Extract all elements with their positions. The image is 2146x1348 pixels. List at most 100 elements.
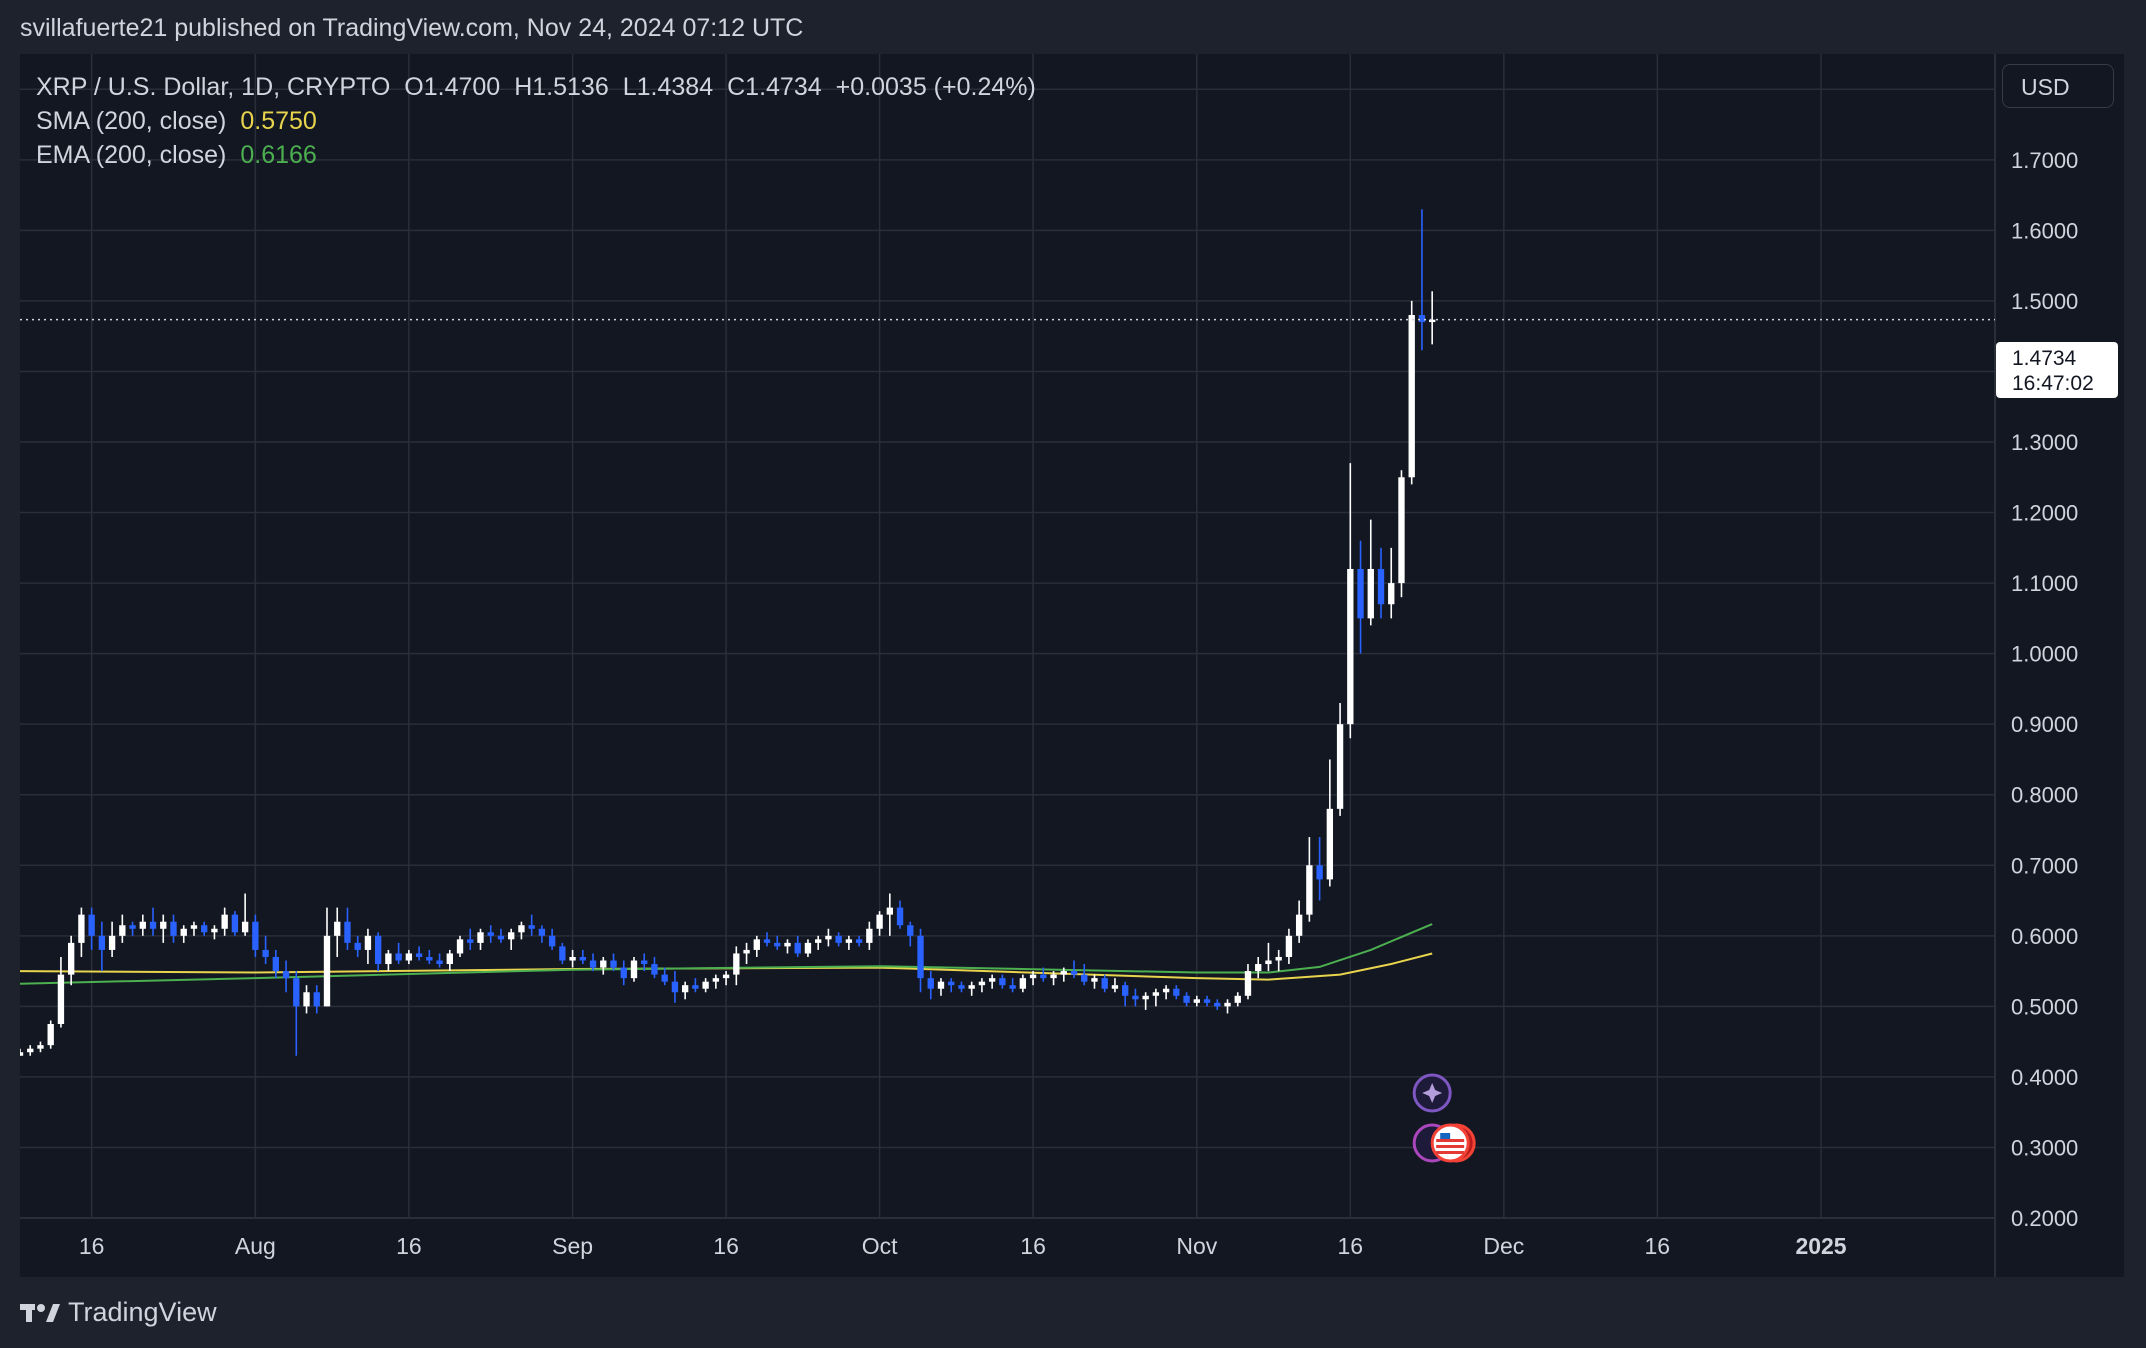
candle-body[interactable] [456, 939, 464, 954]
candle-body[interactable] [1347, 568, 1354, 725]
candle-body[interactable] [641, 960, 648, 965]
candle-body[interactable] [395, 953, 402, 961]
candle-body[interactable] [1173, 988, 1180, 996]
candle-body[interactable] [528, 925, 535, 929]
candle-body[interactable] [548, 935, 556, 947]
candle-body[interactable] [1336, 724, 1344, 809]
candle-body[interactable] [1367, 568, 1374, 619]
candle-body[interactable] [1070, 971, 1078, 975]
candle-body[interactable] [201, 925, 208, 933]
candle-body[interactable] [1142, 995, 1149, 1000]
candle-body[interactable] [917, 935, 924, 979]
candle-body[interactable] [241, 921, 249, 933]
candle-body[interactable] [753, 939, 760, 950]
candle-body[interactable] [1183, 995, 1190, 1003]
candle-body[interactable] [108, 935, 116, 950]
candle-body[interactable] [497, 935, 505, 940]
candle-body[interactable] [129, 925, 136, 929]
candle-body[interactable] [334, 921, 341, 936]
candle-body[interactable] [78, 914, 85, 943]
candle-body[interactable] [272, 956, 280, 972]
candle-body[interactable] [1050, 974, 1057, 979]
candle-body[interactable] [27, 1048, 34, 1053]
candle-body[interactable] [364, 935, 372, 950]
candle-body[interactable] [733, 953, 740, 975]
candle-body[interactable] [1306, 865, 1313, 915]
candle-body[interactable] [1152, 992, 1160, 996]
candle-body[interactable] [1203, 999, 1211, 1003]
candle-body[interactable] [845, 939, 853, 943]
candle-body[interactable] [630, 960, 638, 979]
candle-body[interactable] [651, 964, 658, 975]
candle-body[interactable] [1060, 971, 1067, 975]
candle-body[interactable] [385, 953, 392, 965]
candle-body[interactable] [1091, 978, 1098, 982]
candle-body[interactable] [252, 921, 259, 950]
candle-body[interactable] [67, 942, 75, 975]
candle-body[interactable] [98, 935, 106, 950]
candle-body[interactable] [722, 974, 730, 979]
candle-body[interactable] [119, 925, 126, 936]
candle-body[interactable] [855, 939, 863, 943]
symbol-legend-row[interactable]: XRP / U.S. Dollar, 1D, CRYPTO O1.4700 H1.5… [36, 70, 1050, 104]
candle-body[interactable] [303, 992, 310, 1007]
candle-body[interactable] [1081, 974, 1088, 982]
candle-body[interactable] [671, 981, 679, 993]
candle-body[interactable] [211, 928, 218, 933]
candle-body[interactable] [702, 981, 709, 989]
candle-body[interactable] [374, 935, 382, 965]
candle-body[interactable] [1029, 974, 1037, 979]
candle-body[interactable] [1193, 999, 1200, 1003]
candle-body[interactable] [927, 978, 934, 989]
candle-body[interactable] [559, 946, 566, 961]
candle-body[interactable] [1408, 315, 1415, 478]
candle-body[interactable] [47, 1024, 54, 1046]
candle-body[interactable] [620, 967, 627, 979]
candle-body[interactable] [1275, 956, 1282, 961]
candle-body[interactable] [149, 921, 157, 929]
candle-body[interactable] [692, 985, 699, 989]
candle-body[interactable] [1132, 995, 1139, 1000]
candle-body[interactable] [610, 960, 617, 968]
candle-body[interactable] [600, 960, 607, 968]
candle-body[interactable] [1162, 988, 1170, 993]
candle-body[interactable] [1357, 568, 1364, 619]
sma-label[interactable]: SMA (200, close) [36, 107, 227, 135]
candle-body[interactable] [344, 921, 351, 943]
candle-body[interactable] [293, 978, 300, 1007]
candle-body[interactable] [1398, 477, 1405, 584]
candle-body[interactable] [415, 953, 423, 957]
candle-body[interactable] [804, 942, 812, 954]
candle-body[interactable] [1234, 995, 1241, 1003]
candle-body[interactable] [948, 981, 955, 986]
candle-body[interactable] [774, 942, 781, 947]
candle-body[interactable] [988, 978, 996, 982]
candle-body[interactable] [180, 928, 187, 936]
candle-body[interactable] [589, 960, 597, 968]
candle-body[interactable] [477, 932, 484, 943]
candle-body[interactable] [794, 942, 801, 954]
candle-body[interactable] [1326, 808, 1334, 880]
candle-body[interactable] [1255, 964, 1262, 972]
candle-body[interactable] [139, 921, 146, 929]
ema-legend-row[interactable]: EMA (200, close) 0.6166 [36, 138, 1050, 172]
candle-body[interactable] [937, 981, 945, 989]
candle-body[interactable] [1244, 971, 1252, 996]
candle-body[interactable] [1429, 319, 1436, 323]
candle-body[interactable] [405, 953, 413, 961]
candle-body[interactable] [88, 914, 95, 936]
candle-body[interactable] [538, 928, 546, 936]
candle-body[interactable] [1009, 985, 1016, 989]
candle-body[interactable] [1316, 865, 1323, 880]
sma-legend-row[interactable]: SMA (200, close) 0.5750 [36, 104, 1050, 138]
candle-body[interactable] [354, 942, 361, 950]
candle-body[interactable] [907, 925, 914, 936]
candle-body[interactable] [518, 925, 525, 933]
candle-body[interactable] [508, 932, 515, 940]
candlestick-chart[interactable]: 0.2000 0.3000 0.4000 0.5000 0.6000 0.7000 0.80… [20, 54, 2124, 1277]
candle-body[interactable] [569, 956, 576, 961]
us-flag-icon[interactable] [1430, 1123, 1470, 1163]
candle-body[interactable] [896, 907, 904, 926]
candle-body[interactable] [467, 939, 474, 943]
candle-body[interactable] [426, 956, 433, 961]
